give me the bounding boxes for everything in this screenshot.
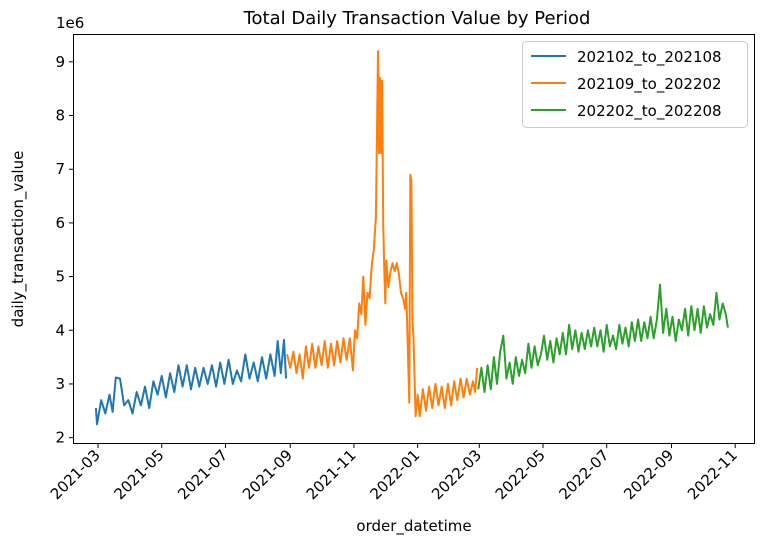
y-tick-label: 4 xyxy=(55,321,65,339)
plot-frame xyxy=(73,34,755,444)
legend-label: 202202_to_202208 xyxy=(577,102,722,121)
y-tick-label: 2 xyxy=(55,429,65,447)
x-axis-label: order_datetime xyxy=(356,517,471,536)
y-tick-label: 5 xyxy=(55,268,65,286)
y-tick-label: 6 xyxy=(55,214,65,232)
chart-title: Total Daily Transaction Value by Period xyxy=(243,8,591,29)
legend-label: 202102_to_202108 xyxy=(577,48,722,67)
y-offset-label: 1e6 xyxy=(56,14,84,32)
series-line-3 xyxy=(477,283,729,393)
series-layer xyxy=(94,50,729,426)
legend-box xyxy=(522,41,748,128)
legend: 202102_to_202108 202109_to_202202 202202_t… xyxy=(522,41,748,128)
y-axis-label: daily_transaction_value xyxy=(9,151,28,328)
legend-label: 202109_to_202202 xyxy=(577,75,722,94)
y-tick-label: 3 xyxy=(55,375,65,393)
y-tick-label: 8 xyxy=(55,107,65,125)
y-tick-label: 7 xyxy=(55,160,65,178)
y-tick-label: 9 xyxy=(55,53,65,71)
series-line-1 xyxy=(94,338,287,426)
series-line-2 xyxy=(286,50,479,418)
